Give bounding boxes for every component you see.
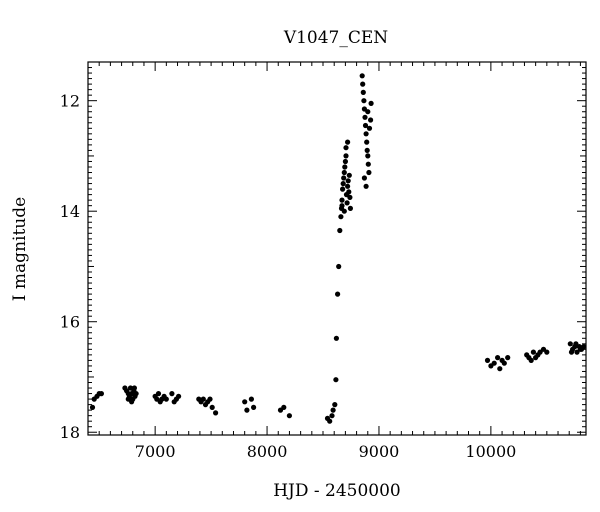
data-point bbox=[98, 391, 104, 397]
data-point bbox=[330, 407, 336, 413]
data-point bbox=[337, 227, 343, 234]
data-point bbox=[329, 413, 335, 419]
plot-frame bbox=[87, 61, 587, 436]
data-point bbox=[344, 200, 350, 206]
y-tick-label: 18 bbox=[60, 423, 80, 442]
data-point bbox=[343, 145, 349, 151]
data-point bbox=[495, 355, 501, 361]
data-point bbox=[341, 169, 347, 176]
data-point bbox=[342, 164, 348, 170]
data-point bbox=[339, 203, 345, 209]
data-point bbox=[336, 263, 342, 270]
data-point bbox=[131, 385, 137, 391]
data-point bbox=[169, 391, 175, 397]
data-point bbox=[361, 98, 367, 104]
data-point bbox=[365, 161, 371, 167]
data-point bbox=[251, 404, 257, 410]
data-point bbox=[335, 291, 341, 297]
data-point bbox=[155, 391, 162, 397]
data-point bbox=[333, 377, 339, 383]
data-point bbox=[213, 410, 219, 416]
data-point bbox=[360, 89, 366, 95]
data-point bbox=[366, 169, 372, 176]
x-tick-label: 9000 bbox=[359, 442, 400, 461]
x-axis-title: HJD - 2450000 bbox=[273, 481, 401, 501]
y-tick-label: 14 bbox=[60, 202, 80, 221]
data-point bbox=[286, 413, 292, 419]
data-point bbox=[364, 147, 370, 153]
data-point bbox=[242, 399, 248, 405]
data-point bbox=[339, 197, 345, 203]
data-point bbox=[567, 341, 573, 347]
data-point bbox=[363, 183, 369, 189]
data-point bbox=[347, 205, 353, 211]
data-point bbox=[248, 396, 254, 402]
data-point bbox=[89, 404, 96, 410]
data-point bbox=[368, 117, 374, 123]
x-tick-label: 8000 bbox=[247, 442, 288, 461]
data-point bbox=[364, 139, 370, 145]
data-point bbox=[327, 418, 333, 424]
data-point bbox=[347, 194, 353, 200]
data-point bbox=[340, 181, 346, 187]
data-point bbox=[497, 366, 503, 372]
data-point bbox=[163, 396, 169, 402]
data-point bbox=[362, 114, 368, 120]
x-tick-label: 10000 bbox=[465, 442, 516, 461]
y-axis-title: I magnitude bbox=[10, 197, 30, 301]
data-point bbox=[341, 208, 347, 214]
data-point bbox=[338, 214, 344, 220]
y-axis-ticks: 12 14 16 18 bbox=[60, 67, 586, 442]
data-point bbox=[365, 109, 371, 115]
data-point bbox=[340, 186, 346, 192]
data-point bbox=[568, 349, 575, 355]
data-point bbox=[343, 153, 349, 159]
data-point bbox=[346, 172, 352, 178]
y-tick-label: 16 bbox=[60, 313, 80, 332]
data-point bbox=[332, 402, 338, 408]
data-point bbox=[362, 122, 369, 129]
data-point bbox=[133, 391, 139, 397]
x-axis-ticks: 7000 8000 9000 10000 bbox=[98, 62, 581, 461]
data-points bbox=[89, 73, 587, 424]
data-point bbox=[129, 399, 135, 405]
data-point bbox=[368, 100, 374, 106]
data-point bbox=[528, 357, 534, 363]
x-tick-label: 7000 bbox=[135, 442, 176, 461]
data-point bbox=[577, 346, 584, 352]
data-point bbox=[341, 175, 347, 181]
data-point bbox=[345, 178, 351, 184]
data-point bbox=[360, 81, 366, 87]
y-tick-label: 12 bbox=[60, 92, 80, 111]
data-point bbox=[281, 404, 287, 410]
data-point bbox=[207, 396, 213, 402]
data-point bbox=[491, 360, 497, 366]
data-point bbox=[359, 73, 365, 79]
data-point bbox=[342, 158, 348, 165]
data-point bbox=[505, 355, 511, 361]
data-point bbox=[363, 131, 369, 137]
chart-title: V1047_CEN bbox=[283, 28, 388, 48]
data-point bbox=[244, 407, 250, 413]
data-point bbox=[530, 349, 537, 355]
data-point bbox=[365, 153, 371, 159]
data-point bbox=[484, 357, 491, 363]
data-point bbox=[573, 341, 579, 347]
data-point bbox=[544, 349, 550, 355]
data-point bbox=[361, 175, 367, 181]
data-point bbox=[209, 404, 215, 410]
data-point bbox=[501, 360, 507, 366]
data-point bbox=[345, 183, 351, 189]
data-point bbox=[366, 125, 373, 131]
data-point bbox=[176, 393, 182, 399]
data-point bbox=[200, 396, 206, 402]
data-point bbox=[346, 189, 352, 195]
data-point bbox=[345, 139, 351, 145]
data-point bbox=[333, 335, 339, 341]
